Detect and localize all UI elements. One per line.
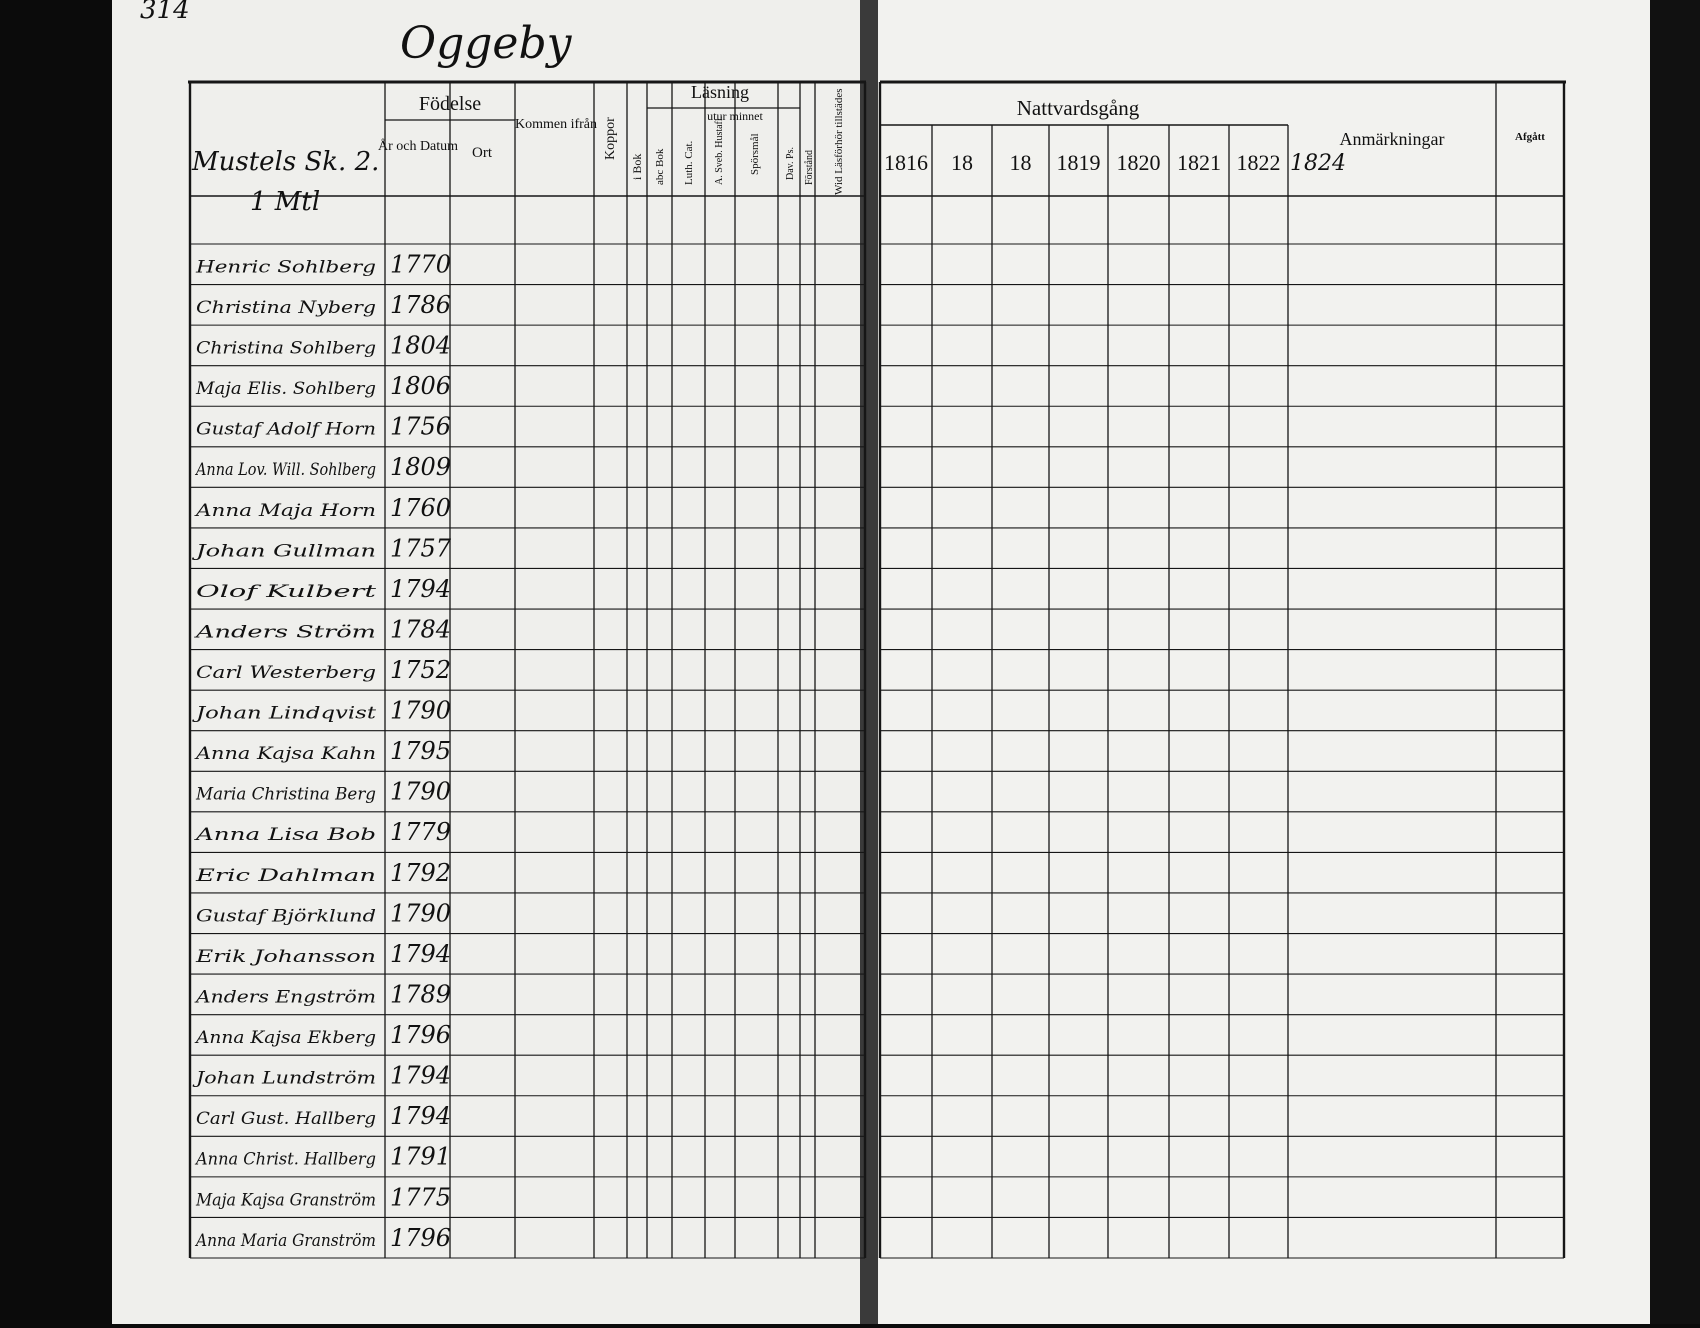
row-name: Johan Lindqvist [192,704,376,724]
row-birth-year: 1784 [390,615,451,643]
row-name: Anna Maja Horn [193,501,376,521]
right-page [874,0,1650,1324]
row-name: Johan Gullman [192,541,376,561]
row-name: Erik Johansson [195,947,376,967]
header-came-from: Kommen ifrån [515,117,597,132]
year-header: 18 [951,150,973,175]
row-birth-year: 1806 [390,372,451,400]
year-header: 1824 [1290,151,1346,176]
row-name: Gustaf Adolf Horn [196,420,376,440]
row-name: Anna Lisa Bob [193,825,376,845]
row-name: Anna Lov. Will. Sohlberg [194,460,376,480]
header-catechism: Luth. Cat. [683,140,695,185]
header-psalms: Dav. Ps. [785,147,796,180]
row-name: Anders Engström [194,987,376,1007]
row-birth-year: 1804 [390,332,451,360]
row-name: Eric Dahlman [194,866,376,886]
row-birth-year: 1757 [390,534,452,562]
row-name: Anna Maria Granström [194,1231,376,1251]
header-remarks: Anmärkningar [1340,129,1445,149]
year-header: 1820 [1117,150,1161,175]
household-line1: Mustels Sk. 2. [191,147,379,177]
header-communion: Nattvardsgång [1017,96,1140,120]
left-page [112,0,872,1324]
header-attendance: Wid Läsförhör tillstädes [833,89,845,195]
header-household-table: A. Sveb. Hustafl. [714,116,725,185]
row-birth-year: 1789 [390,980,451,1008]
row-name: Henric Sohlberg [195,257,376,277]
row-birth-year: 1752 [390,656,451,684]
year-header: 1819 [1057,150,1101,175]
row-birth-year: 1794 [390,940,451,968]
header-birth-place: Ort [472,145,493,161]
row-name: Carl Gust. Hallberg [196,1109,376,1129]
row-name: Johan Lundström [192,1069,376,1089]
row-name: Maja Elis. Sohlberg [195,379,376,399]
row-name: Christina Nyberg [196,298,376,318]
row-birth-year: 1794 [390,1102,451,1130]
row-name: Gustaf Björklund [196,906,376,926]
row-name: Maja Kajsa Granström [195,1190,376,1210]
row-birth-year: 1790 [390,778,451,806]
row-birth-year: 1796 [390,1224,451,1252]
header-abc-book: abc Bok [654,148,666,185]
row-name: Anders Ström [193,622,376,642]
row-birth-year: 1792 [390,859,451,887]
row-birth-year: 1795 [390,737,451,765]
place: Oggeby [400,18,573,69]
header-in-book: i Bok [630,154,644,180]
header-smallpox: Koppor [603,117,618,160]
row-name: Anna Kajsa Kahn [194,744,376,764]
row-name: Christina Sohlberg [196,339,376,359]
row-birth-year: 1791 [390,1143,451,1171]
header-understanding: Förstånd [804,150,815,185]
year-header: 1816 [884,150,928,175]
row-birth-year: 1790 [390,697,451,725]
header-birth-date: År och Datum [378,138,458,154]
header-departed: Afgått [1515,131,1545,143]
row-birth-year: 1760 [390,494,451,522]
fold [860,0,878,1324]
row-name: Maria Christina Berg [195,785,376,805]
header-questions: Spörsmål [749,133,761,175]
right-edge [1650,0,1700,1324]
row-name: Olof Kulbert [196,582,376,602]
row-name: Anna Christ. Hallberg [194,1150,376,1170]
year-header: 1821 [1177,150,1221,175]
row-birth-year: 1809 [390,453,451,481]
year-header: 18 [1010,150,1032,175]
year-header: 1822 [1237,150,1281,175]
row-birth-year: 1786 [390,291,451,319]
row-birth-year: 1794 [390,575,451,603]
row-birth-year: 1779 [390,818,451,846]
row-birth-year: 1790 [390,899,451,927]
row-birth-year: 1794 [390,1062,451,1090]
row-name: Anna Kajsa Ekberg [194,1028,376,1048]
page-number: 314 [140,0,190,25]
header-reading: Läsning [691,82,749,102]
row-birth-year: 1770 [390,250,451,278]
row-birth-year: 1775 [390,1183,451,1211]
household-line2: 1 Mtl [250,187,320,217]
row-birth-year: 1796 [390,1021,451,1049]
row-name: Carl Westerberg [196,663,376,683]
row-birth-year: 1756 [390,413,451,441]
